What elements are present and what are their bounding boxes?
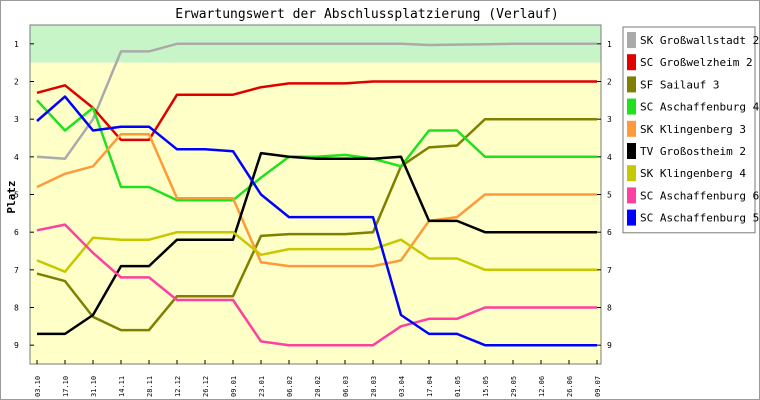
y-tick-label-right: 6 <box>607 228 612 237</box>
x-tick-label: 09.01 <box>230 376 238 397</box>
x-tick-label: 12.06 <box>538 376 546 397</box>
legend-swatch <box>627 98 636 115</box>
legend-label: SC Aschaffenburg 5 <box>640 212 759 225</box>
x-tick-label: 17.04 <box>426 376 434 397</box>
legend-box <box>622 26 756 234</box>
legend-swatch <box>627 187 636 204</box>
y-axis-right: 1 2 3 4 5 6 7 8 9 <box>597 40 612 350</box>
x-tick-label: 12.12 <box>174 376 182 397</box>
y-tick-label-right: 3 <box>607 115 612 124</box>
x-tick-label: 20.02 <box>314 376 322 397</box>
background-bands <box>30 25 601 365</box>
x-tick-label: 03.04 <box>398 376 406 397</box>
y-tick-label-left: 1 <box>14 40 19 49</box>
legend-swatch <box>627 143 636 159</box>
legend: SK Großwallstadt 2 SC Großwelzheim 2 SF Sa… <box>622 26 760 234</box>
x-tick-label: 23.01 <box>258 376 266 397</box>
legend-swatch <box>627 165 636 182</box>
legend-label: SC Aschaffenburg 4 <box>640 101 760 114</box>
legend-swatch <box>627 32 636 48</box>
x-tick-label: 01.05 <box>454 376 462 397</box>
legend-label: TV Großostheim 2 <box>640 145 746 158</box>
y-tick-label-right: 5 <box>607 191 612 200</box>
y-axis-left: 1 2 3 4 5 6 7 8 9 <box>14 40 34 350</box>
y-tick-label-left: 6 <box>14 228 19 237</box>
y-tick-label-right: 4 <box>607 153 612 162</box>
x-tick-label: 03.10 <box>34 376 42 397</box>
y-tick-label-left: 2 <box>14 78 19 87</box>
x-tick-label: 06.02 <box>286 376 294 397</box>
series-line <box>36 132 597 268</box>
x-tick-label: 31.10 <box>90 376 98 397</box>
y-tick-label-left: 3 <box>14 115 19 124</box>
x-tick-label: 28.11 <box>146 376 154 397</box>
x-tick-label: 09.07 <box>594 376 602 397</box>
x-tick-label: 20.03 <box>370 376 378 397</box>
x-tick-label: 26.12 <box>202 376 210 397</box>
x-tick-label: 17.10 <box>62 376 70 397</box>
legend-label: SC Aschaffenburg 6 <box>640 189 759 202</box>
series-line <box>37 151 597 336</box>
y-tick-label-right: 1 <box>607 40 612 49</box>
y-tick-label-left: 5 <box>14 191 19 200</box>
y-tick-label-left: 7 <box>14 266 19 275</box>
y-tick-label-left: 4 <box>14 153 19 162</box>
legend-swatch <box>627 209 636 226</box>
x-tick-label: 15.05 <box>482 376 490 397</box>
series-line <box>36 99 597 202</box>
legend-label: SK Großwallstadt 2 <box>640 34 759 47</box>
legend-label: SC Großwelzheim 2 <box>640 56 753 69</box>
series-line <box>36 80 597 142</box>
series-line <box>36 117 597 332</box>
series-line <box>36 42 597 160</box>
y-tick-label-right: 8 <box>607 304 612 313</box>
legend-swatch <box>627 76 636 93</box>
y-tick-label-right: 7 <box>607 266 612 275</box>
series-line <box>36 95 597 347</box>
legend-label: SK Klingenberg 4 <box>640 167 746 180</box>
legend-label: SK Klingenberg 3 <box>640 123 746 136</box>
x-tick-label: 14.11 <box>118 376 126 397</box>
y-tick-label-right: 2 <box>607 78 612 87</box>
x-tick-label: 29.05 <box>510 376 518 397</box>
legend-swatch <box>627 54 636 71</box>
x-axis: 03.10 17.10 31.10 14.11 28.11 12.12 26.12 09.01… <box>34 360 602 397</box>
legend-swatch <box>627 120 636 137</box>
series-line <box>36 230 597 273</box>
legend-label: SF Sailauf 3 <box>640 78 719 91</box>
chart-title: Erwartungswert der Abschlussplatzierung … <box>175 7 559 22</box>
x-tick-label: 06.03 <box>342 376 350 397</box>
y-tick-label-left: 8 <box>14 304 19 313</box>
y-tick-label-right: 9 <box>607 341 612 350</box>
y-tick-label-left: 9 <box>14 341 19 350</box>
series-line <box>36 223 597 347</box>
x-tick-label: 26.06 <box>566 376 574 397</box>
series-lines <box>36 42 597 347</box>
band-2 <box>30 62 601 365</box>
y-axis-label: Platz <box>5 180 18 213</box>
